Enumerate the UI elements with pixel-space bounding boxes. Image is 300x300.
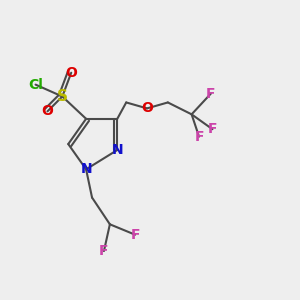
Text: O: O (141, 101, 153, 116)
Text: S: S (57, 89, 68, 104)
Text: Cl: Cl (28, 78, 43, 92)
Text: F: F (194, 130, 204, 144)
Text: F: F (99, 244, 109, 258)
Text: O: O (65, 66, 77, 80)
Text: F: F (130, 228, 140, 242)
Text: N: N (112, 143, 123, 157)
Text: F: F (206, 86, 216, 100)
Text: F: F (208, 122, 217, 136)
Text: N: N (80, 162, 92, 176)
Text: O: O (41, 104, 53, 118)
